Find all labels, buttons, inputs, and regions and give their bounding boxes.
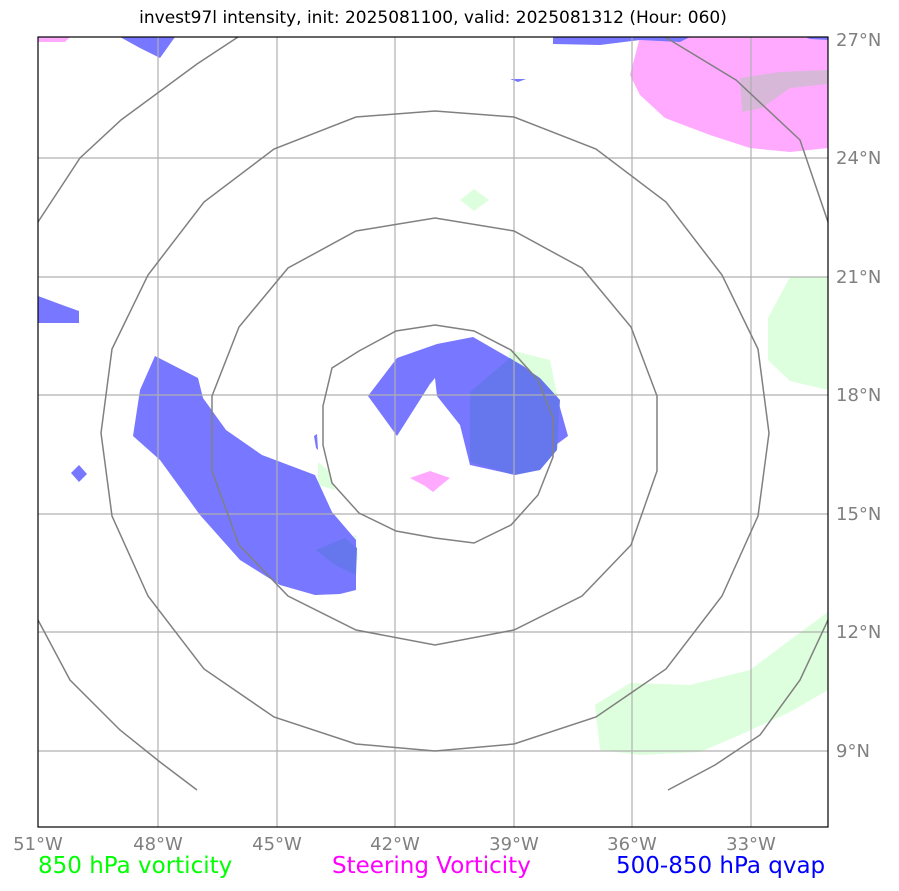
range-ring — [664, 37, 828, 223]
qvap-area — [314, 434, 318, 450]
lat-tick-label: 24°N — [836, 148, 881, 169]
vorticity-area — [318, 462, 335, 490]
lon-tick-label: 51°W — [13, 834, 63, 855]
range-ring — [667, 619, 828, 791]
qvap-area — [553, 37, 690, 45]
lon-tick-labels: 51°W 48°W 45°W 42°W 39°W 36°W 33°W — [13, 834, 776, 855]
lon-tick-label: 39°W — [489, 834, 539, 855]
range-ring — [100, 110, 770, 752]
axes-frame — [37, 36, 829, 828]
vorticity-area — [768, 277, 828, 390]
steering-vorticity-areas — [38, 37, 828, 492]
steering-overlap-area — [740, 70, 828, 112]
qvap-area — [38, 296, 79, 323]
qvap-area — [805, 37, 828, 40]
range-ring — [38, 37, 239, 223]
lat-tick-label: 15°N — [836, 504, 881, 525]
legend-vorticity-850: 850 hPa vorticity — [38, 853, 233, 879]
qvap-area — [133, 356, 356, 595]
gridlines — [38, 37, 828, 827]
lon-tick-label: 42°W — [370, 834, 420, 855]
lon-tick-label: 48°W — [133, 834, 183, 855]
lat-tick-labels: 9°N 12°N 15°N 18°N 21°N 24°N 27°N — [836, 30, 881, 762]
legend-qvap: 500-850 hPa qvap — [616, 853, 826, 879]
range-rings — [38, 37, 828, 791]
lon-tick-label: 36°W — [607, 834, 657, 855]
range-ring — [211, 217, 658, 646]
vorticity-area — [460, 189, 489, 211]
qvap-area — [120, 37, 175, 58]
lat-tick-label: 12°N — [836, 622, 881, 643]
lat-tick-label: 9°N — [836, 741, 870, 762]
range-ring — [322, 324, 554, 544]
qvap-vorticity-overlap — [316, 358, 560, 575]
steering-area — [630, 37, 828, 152]
lat-tick-label: 21°N — [836, 267, 881, 288]
steering-area — [38, 37, 70, 42]
qvap-area — [71, 465, 87, 482]
lat-tick-label: 27°N — [836, 30, 881, 51]
lat-tick-label: 18°N — [836, 385, 881, 406]
chart-title: invest97l intensity, init: 2025081100, v… — [139, 8, 727, 28]
range-ring — [38, 619, 198, 791]
steering-area — [410, 471, 450, 492]
lon-tick-label: 33°W — [726, 834, 776, 855]
lon-tick-label: 45°W — [252, 834, 302, 855]
legend-steering-vorticity: Steering Vorticity — [332, 853, 531, 879]
vorticity-area — [595, 612, 828, 755]
